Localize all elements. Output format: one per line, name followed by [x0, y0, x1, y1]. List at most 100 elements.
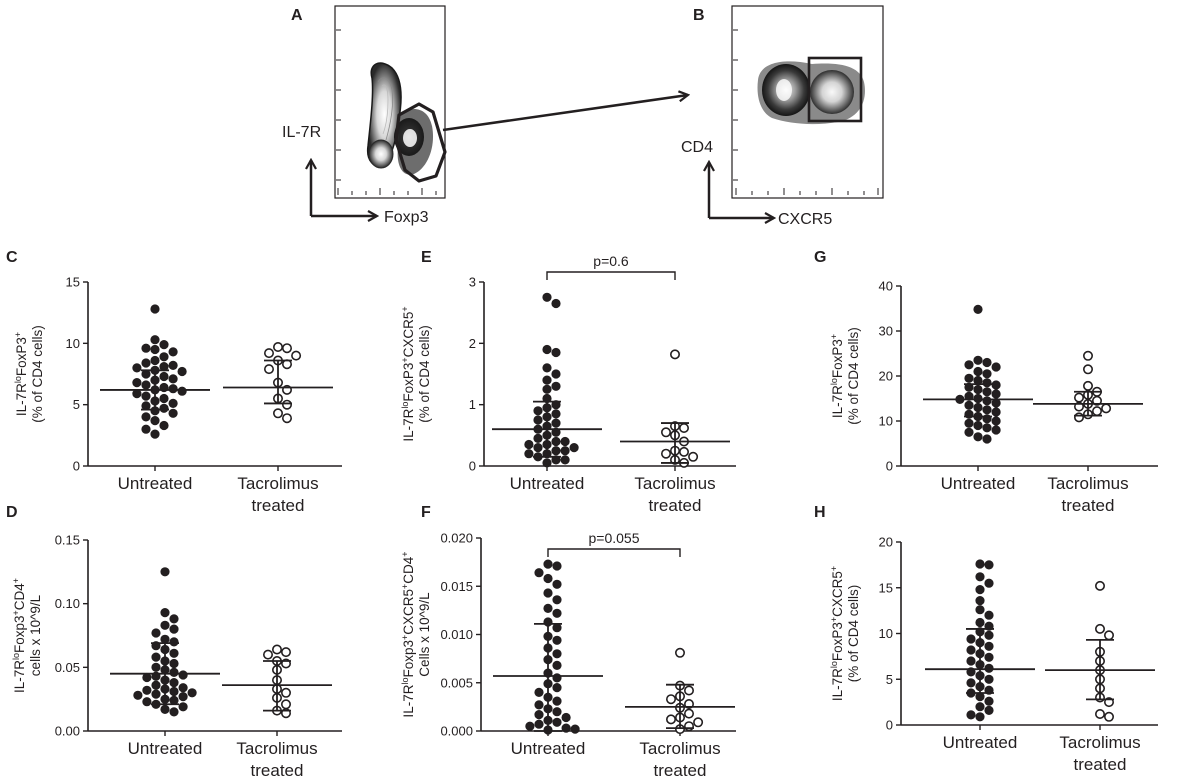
gate-rect-b: [807, 56, 863, 123]
panel-label-d: D: [6, 504, 18, 521]
data-point-h-untreated: [975, 595, 985, 606]
y-axis-title-e: IL-7RloFoxP3+CXCR5+(% of CD4 cells): [400, 306, 432, 441]
panel-label-a: A: [291, 7, 303, 24]
data-point-h-untreated: [975, 559, 985, 569]
data-point-c-untreated: [150, 335, 160, 345]
y-tick-label-h: 15: [879, 580, 893, 595]
data-point-d-untreated: [169, 648, 179, 658]
data-point-h-tacrolimus: [1104, 630, 1115, 641]
y-tick-label-h: 10: [879, 626, 893, 641]
data-point-e-untreated: [560, 446, 570, 456]
data-point-h-untreated: [975, 617, 985, 628]
y-ticks-a: [336, 29, 341, 181]
data-point-f-tacrolimus: [683, 721, 694, 732]
data-point-f-untreated: [552, 673, 562, 683]
data-point-d-untreated: [169, 658, 179, 669]
data-point-e-untreated: [551, 446, 561, 456]
y-tick-label-c: 5: [73, 397, 80, 412]
data-point-f-tacrolimus: [683, 685, 694, 696]
data-point-f-untreated: [561, 712, 571, 723]
data-point-d-untreated: [151, 628, 161, 638]
data-point-d-untreated: [169, 667, 179, 678]
data-point-c-tacrolimus: [272, 341, 283, 352]
data-point-g-untreated: [982, 357, 992, 368]
data-point-f-untreated: [534, 700, 544, 710]
panel-label-b: B: [693, 7, 705, 24]
data-point-c-untreated: [168, 408, 178, 418]
data-point-f-untreated: [552, 579, 562, 589]
data-point-e-untreated: [551, 347, 561, 358]
data-point-h-untreated: [984, 696, 994, 706]
data-point-c-untreated: [159, 393, 169, 404]
data-point-c-untreated: [141, 424, 151, 434]
data-point-d-tacrolimus: [271, 644, 282, 655]
data-point-d-untreated: [178, 691, 188, 702]
data-point-c-untreated: [168, 398, 178, 408]
data-point-c-tacrolimus: [263, 348, 274, 359]
data-point-c-untreated: [159, 403, 169, 413]
data-point-h-untreated: [984, 652, 994, 662]
category-label-d: Tacrolimus treated: [236, 739, 317, 780]
p-value-e: p=0.6: [593, 253, 629, 269]
data-point-c-untreated: [159, 371, 169, 382]
y-tick-label-f: 0.010: [440, 627, 473, 642]
data-point-e-tacrolimus: [688, 451, 699, 462]
scatter-panel-f: F 0.000 0.005 0.010 0.015 0.020 Untreated Tacr…: [400, 504, 736, 780]
data-point-d-untreated: [160, 567, 170, 577]
data-point-d-untreated: [169, 624, 179, 634]
data-point-c-untreated: [150, 415, 160, 426]
data-point-h-untreated: [966, 656, 976, 666]
data-point-d-untreated: [160, 607, 170, 618]
data-point-c-untreated: [177, 366, 187, 377]
data-point-e-untreated: [560, 455, 570, 465]
data-point-f-untreated: [543, 573, 553, 584]
y-axis-title-d: IL-7RloFoxp3+CD4+cells x 10^9/L: [11, 578, 43, 693]
category-label-h: Untreated: [943, 733, 1018, 752]
data-point-h-untreated: [966, 634, 976, 644]
data-point-f-untreated: [534, 709, 544, 720]
category-label-e: Untreated: [510, 474, 585, 493]
data-point-c-untreated: [159, 420, 169, 431]
data-point-h-untreated: [984, 610, 994, 620]
data-point-e-untreated: [542, 344, 552, 355]
significance-bracket-f: [547, 548, 681, 557]
data-point-e-untreated: [533, 442, 543, 453]
y-tick-label-f: 0.015: [440, 579, 473, 594]
data-point-f-untreated: [552, 717, 562, 727]
data-point-f-untreated: [552, 608, 562, 618]
flow-panel-a: A IL-7R Foxp3: [282, 5, 447, 226]
y-tick-label-f: 0.000: [440, 724, 473, 739]
data-point-g-untreated: [982, 387, 992, 397]
data-point-d-untreated: [169, 707, 179, 717]
category-label-g: Tacrolimus treated: [1047, 474, 1128, 515]
data-point-f-untreated: [552, 707, 562, 717]
data-point-f-tacrolimus: [683, 708, 694, 719]
data-point-f-untreated: [534, 719, 544, 729]
data-point-e-untreated: [524, 449, 534, 459]
data-point-f-tacrolimus: [674, 647, 685, 658]
y-tick-label-c: 15: [66, 275, 80, 290]
data-point-g-untreated: [973, 355, 983, 365]
data-point-g-untreated: [964, 391, 974, 401]
y-tick-label-e: 1: [469, 397, 476, 412]
y-tick-label-g: 0: [886, 459, 893, 474]
data-point-e-untreated: [542, 384, 552, 394]
data-point-d-untreated: [142, 697, 152, 707]
data-point-f-untreated: [534, 687, 544, 698]
data-point-e-tacrolimus: [678, 422, 689, 433]
gate-link-arrow: [442, 95, 688, 132]
data-point-e-untreated: [551, 409, 561, 419]
data-point-c-tacrolimus: [281, 413, 292, 424]
data-point-d-untreated: [169, 686, 179, 697]
data-point-g-untreated: [982, 434, 992, 444]
data-point-f-untreated: [552, 561, 562, 571]
data-point-f-untreated: [552, 635, 562, 645]
data-point-g-tacrolimus: [1074, 392, 1085, 403]
data-point-d-tacrolimus: [262, 649, 273, 660]
data-point-c-untreated: [177, 386, 187, 396]
data-point-d-tacrolimus: [280, 687, 291, 698]
data-point-f-untreated: [552, 595, 562, 605]
data-point-d-untreated: [178, 683, 188, 693]
gate-polygon-a: [394, 102, 447, 183]
data-point-g-untreated: [982, 378, 992, 388]
